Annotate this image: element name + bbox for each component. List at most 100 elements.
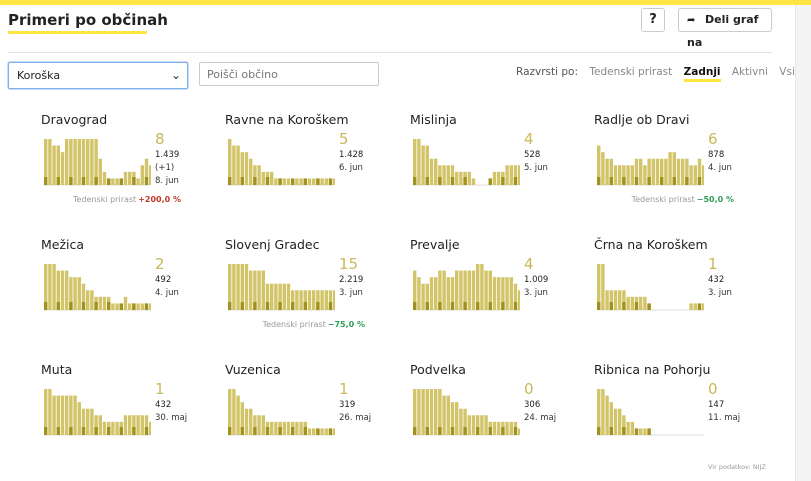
chart-bar: [128, 303, 132, 310]
sort-option-all[interactable]: Vsi: [779, 66, 795, 78]
municipality-card[interactable]: Ravne na Koroškem 5 1.428 6. jun: [225, 112, 395, 222]
chart-bar: [480, 264, 484, 310]
chart-bar: [450, 277, 455, 310]
chart-bar: [618, 408, 622, 435]
municipality-card[interactable]: Vuzenica 1 319 26. maj: [225, 362, 395, 472]
scrollbar[interactable]: [795, 5, 811, 481]
chart-bar: [52, 264, 56, 310]
chart-bar: [81, 139, 86, 185]
chart-bar: [270, 421, 274, 435]
chart-bar-active: [450, 177, 455, 185]
chart-bar: [630, 296, 634, 310]
sort-option-latest[interactable]: Zadnji: [683, 66, 721, 82]
share-button[interactable]: ➦ Deli graf na: [678, 8, 772, 49]
last-date: 3. jun: [708, 288, 732, 298]
chart-bar: [429, 389, 434, 435]
chart-bar-active: [513, 177, 518, 185]
search-input[interactable]: [199, 62, 379, 86]
chart-bar: [299, 178, 303, 185]
chart-bar: [471, 415, 476, 435]
sort-option-weekly-growth[interactable]: Tedenski prirast: [589, 66, 673, 78]
chart-bar: [115, 303, 119, 310]
chart-bar: [274, 178, 278, 185]
chart-bar: [149, 165, 151, 185]
weekly-growth: Tedenski prirast −50,0 %: [632, 195, 734, 204]
last-value: 8: [155, 130, 165, 148]
municipality-card[interactable]: Radlje ob Dravi 6 878 4. jun Tedenski priras…: [594, 112, 764, 222]
chart-bar: [312, 178, 316, 185]
chart-bar-active: [228, 177, 232, 185]
chart-bar: [257, 165, 261, 185]
total-value: 147: [708, 400, 725, 410]
chart-bar: [144, 415, 149, 435]
municipality-card[interactable]: Mežica 2 492 4. jun: [41, 237, 211, 347]
chart-bar: [73, 395, 77, 435]
chart-bar-active: [253, 427, 257, 435]
chart-bar-active: [597, 177, 601, 185]
chart-bar: [48, 139, 52, 185]
chart-bar: [60, 270, 65, 310]
last-value: 2: [155, 255, 165, 273]
chart-bar: [115, 421, 119, 435]
chart-bar-active: [476, 302, 480, 310]
chart-bar: [488, 270, 492, 310]
page: Primeri po občinah ? ➦ Deli graf na Koroš…: [0, 5, 795, 481]
chart-bar-active: [44, 427, 48, 435]
chart-bar: [605, 158, 609, 185]
chart-bar-active: [463, 302, 467, 310]
municipality-card[interactable]: Muta 1 432 30. maj: [41, 362, 211, 472]
sort-option-active[interactable]: Aktivni: [731, 66, 768, 78]
chart-bar: [693, 303, 697, 310]
last-value: 5: [339, 130, 349, 148]
chart-bar: [446, 395, 450, 435]
chart-bar: [307, 428, 312, 435]
chart-bar: [274, 283, 278, 310]
chart-bar-active: [81, 302, 86, 310]
total-value: 492: [155, 275, 172, 285]
chart-bar-active: [501, 302, 505, 310]
chart-bar: [278, 283, 282, 310]
municipality-card[interactable]: Prevalje 4 1.009 3. jun: [410, 237, 580, 347]
last-date: 3. jun: [524, 288, 548, 298]
chart-bar: [463, 408, 467, 435]
chart-bar: [307, 178, 312, 185]
chart-bar: [140, 415, 144, 435]
chart-bar: [149, 303, 151, 310]
chart-bar: [434, 277, 438, 310]
total-value: 1.428: [339, 150, 364, 160]
chart-bar: [651, 158, 655, 185]
chart-bar: [434, 158, 438, 185]
municipality-card[interactable]: Ribnica na Pohorju 0 147 11. maj: [594, 362, 764, 472]
last-value: 1: [339, 380, 349, 398]
municipality-card[interactable]: Mislinja 4 528 5. jun: [410, 112, 580, 222]
sparkline-chart: [44, 139, 151, 186]
municipality-card[interactable]: Slovenj Gradec 15 2.219 3. jun Tedenski prir…: [225, 237, 395, 347]
chart-bar-active: [81, 427, 86, 435]
municipality-card[interactable]: Črna na Koroškem 1 432 3. jun: [594, 237, 764, 347]
chart-bar: [274, 421, 278, 435]
total-value: 1.439: [155, 150, 180, 160]
chart-bar-active: [94, 177, 98, 185]
chart-bar: [442, 395, 446, 435]
chart-bar: [307, 290, 312, 310]
last-value: 6: [708, 130, 718, 148]
municipality-card[interactable]: Podvelka 0 306 24. maj: [410, 362, 580, 472]
chart-bar: [249, 158, 253, 185]
region-select[interactable]: Koroška ⌄: [8, 62, 188, 89]
chart-bar: [609, 290, 613, 310]
municipality-card[interactable]: Dravograd 8 1.439 (+1) 8. jun Tedenski priras…: [41, 112, 211, 222]
chart-bar: [324, 428, 328, 435]
chart-bar: [56, 270, 60, 310]
chart-bar: [123, 296, 128, 310]
help-button[interactable]: ?: [641, 8, 665, 32]
chart-bar: [425, 145, 429, 185]
chart-bar: [626, 296, 630, 310]
chart-bar: [597, 145, 601, 185]
municipality-name: Slovenj Gradec: [225, 237, 320, 252]
chart-bar: [44, 139, 48, 185]
chart-bar-active: [622, 427, 626, 435]
chart-bar: [261, 171, 265, 185]
last-date: 4. jun: [155, 288, 179, 298]
chart-bar: [421, 389, 425, 435]
chart-bar-active: [634, 302, 639, 310]
